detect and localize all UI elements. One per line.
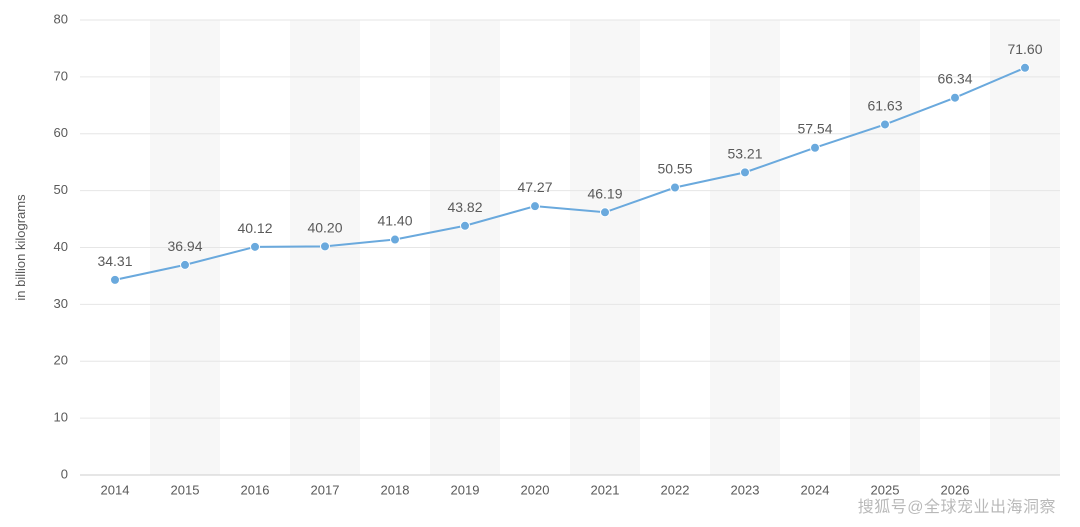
data-point <box>951 93 960 102</box>
data-point <box>881 120 890 129</box>
y-tick-label: 60 <box>54 125 68 140</box>
data-point <box>811 143 820 152</box>
y-tick-label: 30 <box>54 296 68 311</box>
data-point <box>461 221 470 230</box>
data-label: 34.31 <box>97 253 132 269</box>
x-tick-label: 2025 <box>871 483 900 498</box>
line-chart: 0 10 20 30 40 50 60 70 80 in billion kilograms 201… <box>0 0 1080 527</box>
data-label: 61.63 <box>867 97 902 113</box>
y-axis-label: in billion kilograms <box>13 194 28 301</box>
chart-container: 0 10 20 30 40 50 60 70 80 in billion kilograms 201… <box>0 0 1080 527</box>
data-label: 46.19 <box>587 185 622 201</box>
data-point <box>671 183 680 192</box>
x-tick-label: 2017 <box>311 483 340 498</box>
data-point <box>111 275 120 284</box>
x-tick-label: 2014 <box>101 483 130 498</box>
y-tick-label: 0 <box>61 466 68 481</box>
data-label: 53.21 <box>727 145 762 161</box>
x-tick-label: 2016 <box>241 483 270 498</box>
data-label: 50.55 <box>657 160 692 176</box>
y-tick-label: 40 <box>54 239 68 254</box>
y-tick-label: 50 <box>54 182 68 197</box>
x-tick-label: 2019 <box>451 483 480 498</box>
data-label: 47.27 <box>517 179 552 195</box>
data-label: 66.34 <box>937 71 972 87</box>
x-tick-label: 2018 <box>381 483 410 498</box>
data-point <box>321 242 330 251</box>
data-point <box>601 208 610 217</box>
data-label: 36.94 <box>167 238 202 254</box>
x-tick-label: 2022 <box>661 483 690 498</box>
y-tick-label: 10 <box>54 410 68 425</box>
data-label: 40.12 <box>237 220 272 236</box>
data-point <box>1021 63 1030 72</box>
data-label: 43.82 <box>447 199 482 215</box>
y-tick-label: 70 <box>54 68 68 83</box>
y-tick-label: 20 <box>54 353 68 368</box>
x-tick-label: 2015 <box>171 483 200 498</box>
y-tick-label: 80 <box>54 11 68 26</box>
data-point <box>741 168 750 177</box>
x-tick-label: 2026 <box>941 483 970 498</box>
data-label: 71.60 <box>1007 41 1042 57</box>
data-point <box>531 202 540 211</box>
x-tick-label: 2024 <box>801 483 830 498</box>
data-point <box>181 260 190 269</box>
data-point <box>391 235 400 244</box>
x-tick-label: 2021 <box>591 483 620 498</box>
data-label: 41.40 <box>377 213 412 229</box>
data-label: 57.54 <box>797 121 832 137</box>
data-label: 40.20 <box>307 219 342 235</box>
x-tick-label: 2020 <box>521 483 550 498</box>
x-tick-label: 2023 <box>731 483 760 498</box>
data-point <box>251 242 260 251</box>
